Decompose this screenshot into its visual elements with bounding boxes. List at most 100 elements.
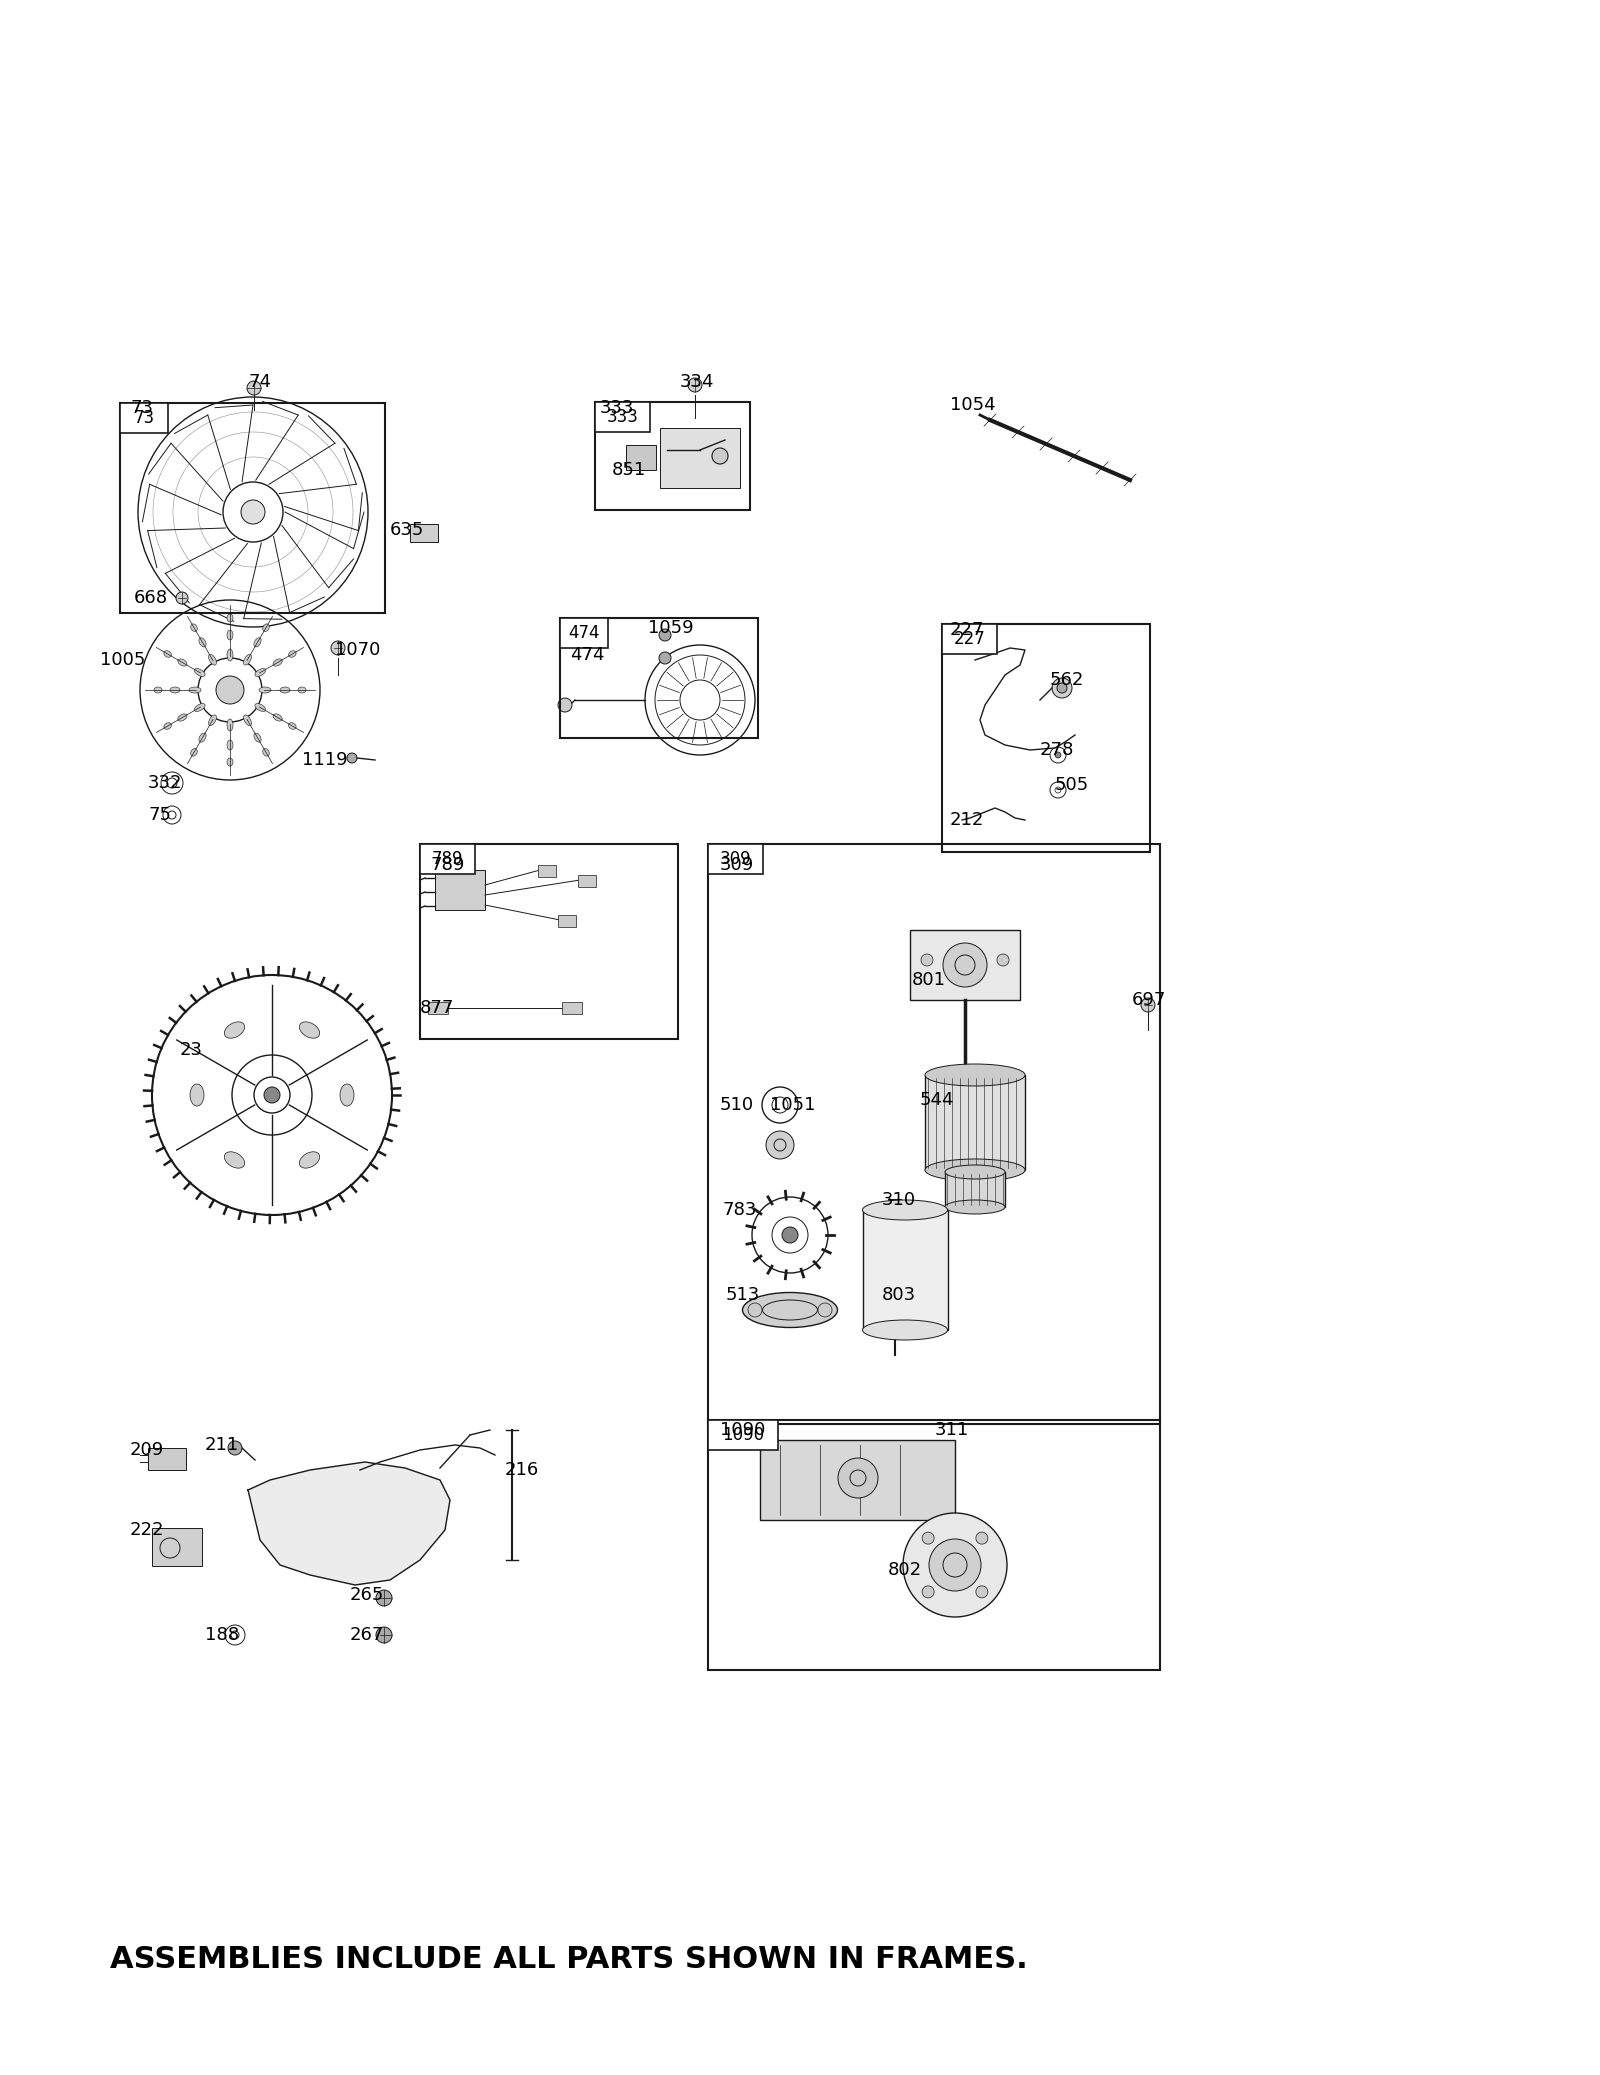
Circle shape <box>176 591 189 604</box>
Bar <box>147 1448 186 1469</box>
Text: 789: 789 <box>432 851 464 867</box>
Ellipse shape <box>274 714 282 722</box>
Text: 802: 802 <box>888 1560 922 1579</box>
Text: 635: 635 <box>390 521 424 540</box>
Text: 801: 801 <box>912 971 946 990</box>
Text: 1051: 1051 <box>770 1096 816 1114</box>
Text: 75: 75 <box>147 805 171 824</box>
Ellipse shape <box>224 1152 245 1168</box>
Ellipse shape <box>254 668 266 676</box>
Ellipse shape <box>254 732 261 743</box>
Text: 544: 544 <box>920 1091 955 1108</box>
Text: 278: 278 <box>1040 741 1074 759</box>
Bar <box>419 845 475 874</box>
Ellipse shape <box>224 1021 245 1038</box>
Text: 474: 474 <box>570 645 605 664</box>
Text: 803: 803 <box>882 1286 917 1303</box>
Text: 1005: 1005 <box>99 652 146 668</box>
Ellipse shape <box>862 1199 947 1220</box>
Text: 227: 227 <box>950 620 984 639</box>
Circle shape <box>659 652 670 664</box>
Ellipse shape <box>254 703 266 712</box>
Circle shape <box>229 1440 242 1455</box>
Bar <box>942 625 1150 853</box>
Ellipse shape <box>190 1083 205 1106</box>
Bar <box>410 525 438 542</box>
Text: 333: 333 <box>606 409 638 425</box>
Text: 505: 505 <box>1054 776 1090 795</box>
Circle shape <box>659 629 670 641</box>
Ellipse shape <box>208 654 216 666</box>
Text: 311: 311 <box>934 1421 970 1438</box>
Ellipse shape <box>274 660 282 666</box>
Bar <box>578 876 595 886</box>
Text: 1119: 1119 <box>302 751 347 770</box>
Text: 332: 332 <box>147 774 182 793</box>
Bar <box>661 427 739 488</box>
Text: 222: 222 <box>130 1521 165 1540</box>
Ellipse shape <box>298 687 306 693</box>
Circle shape <box>331 641 346 656</box>
Text: ASSEMBLIES INCLUDE ALL PARTS SHOWN IN FRAMES.: ASSEMBLIES INCLUDE ALL PARTS SHOWN IN FR… <box>110 1946 1027 1975</box>
Text: 783: 783 <box>722 1201 757 1218</box>
Polygon shape <box>248 1463 450 1585</box>
Ellipse shape <box>259 687 270 693</box>
Bar <box>538 865 557 878</box>
Text: 265: 265 <box>350 1585 384 1604</box>
Text: 211: 211 <box>205 1436 240 1455</box>
Ellipse shape <box>742 1293 837 1328</box>
Ellipse shape <box>254 637 261 647</box>
Bar <box>925 1075 1026 1170</box>
Ellipse shape <box>227 720 234 730</box>
Text: 851: 851 <box>611 461 646 479</box>
Text: 877: 877 <box>419 998 454 1017</box>
Text: 668: 668 <box>134 589 168 608</box>
Bar <box>707 845 1160 1423</box>
Circle shape <box>264 1087 280 1104</box>
Ellipse shape <box>227 649 234 662</box>
Circle shape <box>216 676 243 703</box>
Bar <box>946 1172 1005 1208</box>
Text: 789: 789 <box>430 857 464 874</box>
Circle shape <box>976 1585 987 1598</box>
Ellipse shape <box>189 687 202 693</box>
Text: 513: 513 <box>726 1286 760 1303</box>
Text: 216: 216 <box>506 1461 539 1479</box>
Ellipse shape <box>190 749 197 755</box>
Ellipse shape <box>946 1199 1005 1214</box>
Circle shape <box>347 753 357 764</box>
Circle shape <box>1141 998 1155 1013</box>
Circle shape <box>749 1303 762 1318</box>
Text: 510: 510 <box>720 1096 754 1114</box>
Ellipse shape <box>198 637 206 647</box>
Circle shape <box>1054 751 1061 757</box>
Ellipse shape <box>243 716 251 726</box>
Bar <box>626 444 656 471</box>
Text: 23: 23 <box>179 1042 203 1058</box>
Ellipse shape <box>154 687 162 693</box>
Circle shape <box>688 378 702 392</box>
Circle shape <box>558 697 573 712</box>
Bar <box>760 1440 955 1521</box>
Ellipse shape <box>163 652 171 658</box>
Ellipse shape <box>190 625 197 631</box>
Ellipse shape <box>194 668 205 676</box>
Circle shape <box>246 382 261 394</box>
Circle shape <box>1053 679 1072 697</box>
Bar <box>707 845 763 874</box>
Text: 227: 227 <box>954 631 986 647</box>
Ellipse shape <box>194 703 205 712</box>
Circle shape <box>782 1226 798 1243</box>
Bar <box>595 403 650 432</box>
Text: 309: 309 <box>720 851 752 867</box>
Text: 562: 562 <box>1050 670 1085 689</box>
Ellipse shape <box>227 757 234 766</box>
Ellipse shape <box>243 654 251 666</box>
Ellipse shape <box>208 716 216 726</box>
Bar <box>435 869 485 911</box>
Circle shape <box>712 448 728 465</box>
Circle shape <box>930 1540 981 1592</box>
Bar <box>862 1210 947 1330</box>
Text: 1090: 1090 <box>722 1426 765 1444</box>
Text: 209: 209 <box>130 1440 165 1459</box>
